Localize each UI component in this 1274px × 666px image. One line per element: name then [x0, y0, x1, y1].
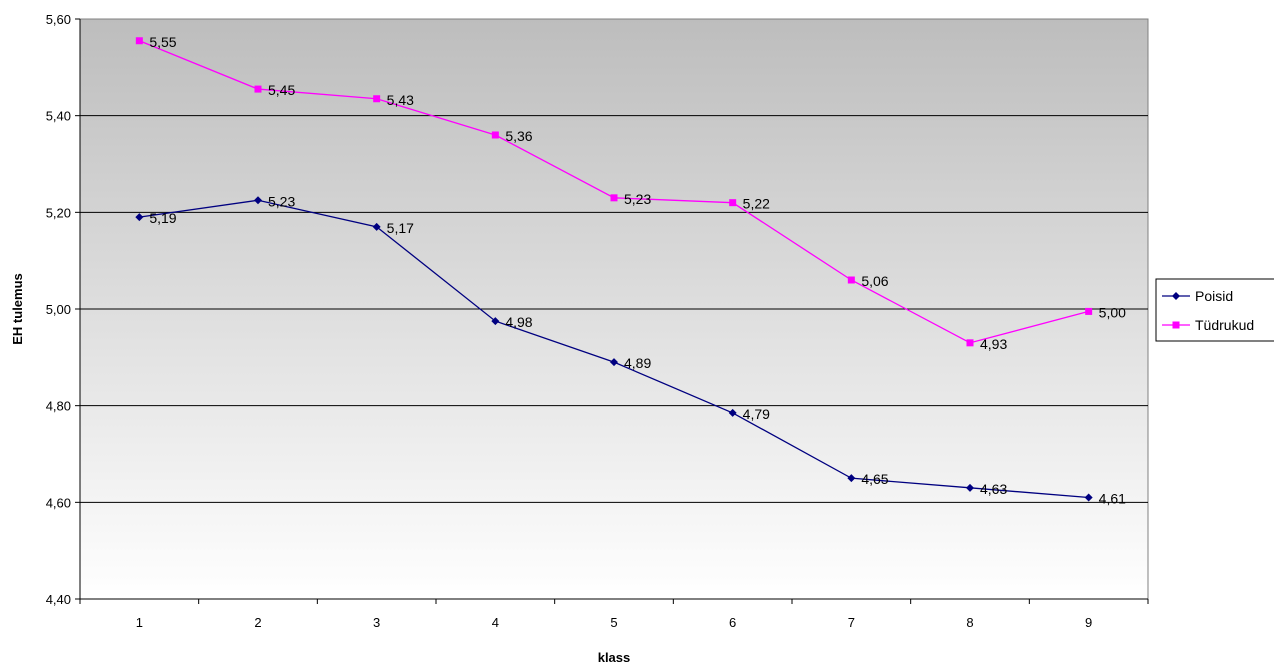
y-axis-title: EH tulemus	[10, 273, 25, 345]
data-point-square	[1085, 307, 1093, 315]
data-point-diamond	[135, 213, 144, 222]
data-label: 5,06	[861, 273, 888, 289]
data-label: 5,19	[149, 210, 176, 226]
x-tick-label: 5	[610, 615, 617, 630]
y-tick-label: 5,20	[46, 205, 71, 220]
x-tick-label: 2	[254, 615, 261, 630]
data-point-square	[373, 95, 381, 103]
data-point-diamond	[966, 483, 974, 492]
x-tick-label: 4	[492, 615, 499, 630]
x-tick-label: 3	[373, 615, 380, 630]
markers	[135, 37, 1093, 502]
data-label: 5,22	[743, 196, 770, 212]
y-tick-label: 4,60	[46, 495, 71, 510]
data-label: 5,23	[624, 191, 651, 207]
x-tick-label: 9	[1085, 615, 1092, 630]
legend-label-tudrukud: Tüdrukud	[1195, 317, 1254, 333]
data-point-square	[135, 37, 143, 45]
data-point-diamond	[372, 222, 381, 231]
data-point-square	[847, 276, 855, 284]
legend-label-poisid: Poisid	[1195, 288, 1233, 304]
data-point-square	[491, 131, 499, 139]
y-tick-label: 5,60	[46, 12, 71, 27]
data-label: 4,93	[980, 336, 1007, 352]
data-point-square	[729, 199, 737, 207]
y-tick-label: 4,40	[46, 592, 71, 607]
data-label: 4,65	[861, 471, 888, 487]
x-axis-title: klass	[598, 650, 631, 665]
data-point-diamond	[728, 408, 737, 417]
data-label: 4,61	[1099, 491, 1126, 507]
data-label: 5,17	[387, 220, 414, 236]
data-label: 4,79	[743, 406, 770, 422]
legend-box	[1155, 278, 1274, 342]
data-label: 5,43	[387, 92, 414, 108]
data-point-square	[610, 194, 618, 202]
data-point-diamond	[491, 317, 500, 326]
data-label: 4,63	[980, 481, 1007, 497]
data-label: 5,55	[149, 34, 176, 50]
legend-marker-tudrukud	[1172, 321, 1180, 329]
data-label: 5,23	[268, 193, 295, 209]
gridlines	[80, 115, 1148, 503]
legend: Poisid Tüdrukud	[1155, 278, 1274, 342]
data-label: 4,98	[505, 314, 532, 330]
y-tick-label: 5,40	[46, 109, 71, 124]
x-tick-label: 7	[848, 615, 855, 630]
data-point-diamond	[847, 474, 856, 483]
axes: 4,40 4,60 4,80 5,00 5,20 5,40 5,60 1 2 3 4 5 6 7 8 9	[46, 12, 1149, 630]
x-tick-label: 6	[729, 615, 736, 630]
data-label: 4,89	[624, 355, 651, 371]
data-label: 5,45	[268, 82, 295, 98]
data-label: 5,36	[505, 128, 532, 144]
data-point-square	[966, 339, 974, 347]
x-tick-label: 8	[966, 615, 973, 630]
legend-marker-poisid	[1172, 292, 1180, 300]
data-point-diamond	[1084, 493, 1093, 502]
y-tick-label: 4,80	[46, 399, 71, 414]
data-point-square	[254, 85, 262, 93]
data-label: 5,00	[1099, 304, 1126, 320]
data-point-diamond	[610, 358, 618, 367]
y-tick-label: 5,00	[46, 302, 71, 317]
data-point-diamond	[254, 196, 262, 205]
x-tick-label: 1	[136, 615, 143, 630]
data-labels: 5,19 5,23 5,17 4,98 4,89 4,79 4,65 4,63 4,61 5,55…	[149, 34, 1126, 507]
